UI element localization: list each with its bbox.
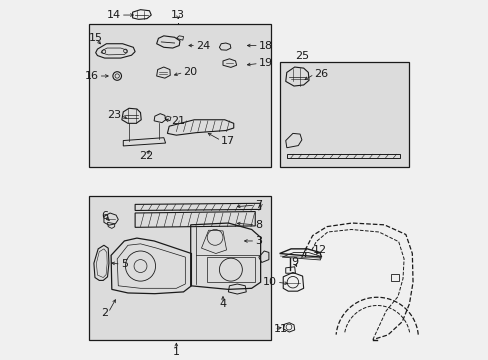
Text: 4: 4 <box>219 299 226 309</box>
Text: 20: 20 <box>183 67 197 77</box>
Text: 17: 17 <box>221 136 235 145</box>
Text: 11: 11 <box>274 324 287 334</box>
Text: 15: 15 <box>88 33 102 43</box>
Text: 14: 14 <box>106 10 121 20</box>
Text: 16: 16 <box>84 71 99 81</box>
Text: 22: 22 <box>139 150 153 161</box>
Text: 3: 3 <box>255 236 262 246</box>
Text: 26: 26 <box>314 69 328 79</box>
Text: 6: 6 <box>101 211 108 221</box>
Text: 23: 23 <box>106 111 121 121</box>
Text: 10: 10 <box>262 277 276 287</box>
Text: 13: 13 <box>171 10 185 20</box>
Bar <box>280 62 408 167</box>
Text: 19: 19 <box>258 58 272 68</box>
Bar <box>88 196 271 339</box>
Text: 9: 9 <box>290 257 298 267</box>
Text: 18: 18 <box>258 41 272 50</box>
Bar <box>88 24 271 167</box>
Bar <box>390 274 398 281</box>
Text: 1: 1 <box>173 347 180 357</box>
Text: 7: 7 <box>255 200 262 210</box>
Text: 12: 12 <box>312 245 326 255</box>
Text: 24: 24 <box>196 41 210 50</box>
Text: 21: 21 <box>171 116 185 126</box>
Text: 5: 5 <box>121 259 127 269</box>
Text: 25: 25 <box>294 51 308 61</box>
Text: 8: 8 <box>255 220 262 230</box>
Text: 2: 2 <box>101 308 108 318</box>
